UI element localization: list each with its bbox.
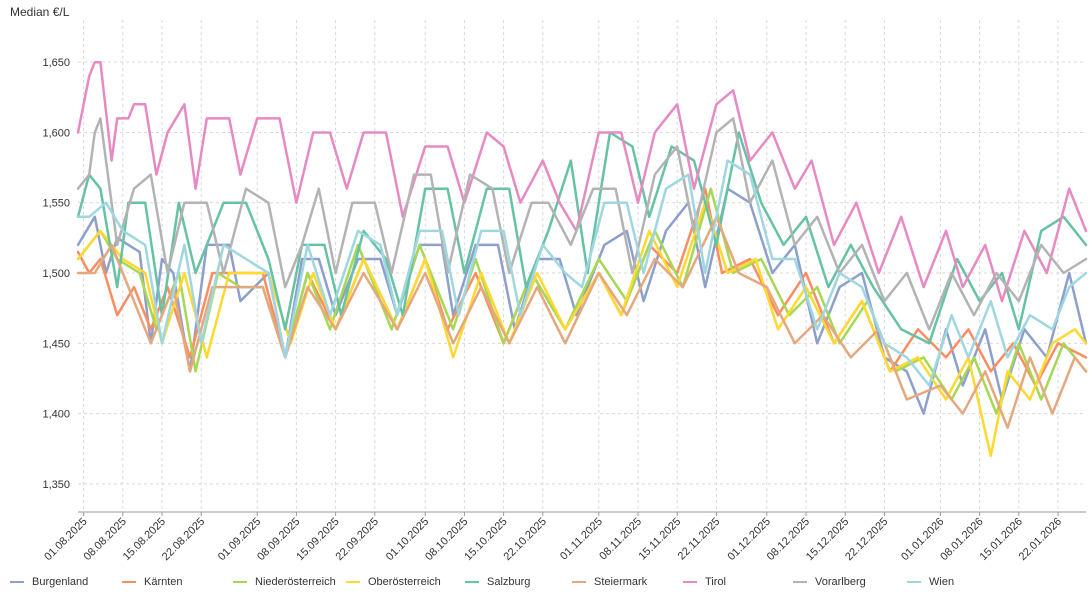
x-tick-label: 22.10.2025 xyxy=(502,516,549,563)
legend-label: Wien xyxy=(929,576,955,588)
series-line-wien xyxy=(76,159,1088,387)
legend-label: Oberösterreich xyxy=(368,576,441,588)
x-axis: 01.08.202508.08.202515.08.202522.08.2025… xyxy=(42,511,1086,563)
legend-swatch xyxy=(122,581,136,583)
series-line-vorarlberg xyxy=(76,117,1088,331)
y-tick-label: 1,350 xyxy=(42,479,70,491)
series-line-tirol xyxy=(76,60,1088,303)
legend-item[interactable]: Kärnten xyxy=(122,570,183,594)
y-tick-label: 1,550 xyxy=(42,198,70,210)
legend-swatch xyxy=(907,581,921,583)
y-tick-label: 1,600 xyxy=(42,127,70,139)
legend-item[interactable]: Vorarlberg xyxy=(793,570,866,594)
series-line-steiermark xyxy=(76,215,1088,429)
legend-label: Kärnten xyxy=(144,576,183,588)
legend-label: Steiermark xyxy=(594,576,648,588)
x-tick-label: 22.11.2025 xyxy=(676,516,723,563)
x-tick-label: 22.01.2026 xyxy=(1017,516,1064,563)
legend-swatch xyxy=(793,581,807,583)
legend-item[interactable]: Salzburg xyxy=(465,570,530,594)
legend: Burgenland Kärnten Niederösterreich Oberöst… xyxy=(0,570,1092,594)
legend-swatch xyxy=(233,581,247,583)
legend-item[interactable]: Oberösterreich xyxy=(346,570,441,594)
legend-swatch xyxy=(572,581,586,583)
legend-item[interactable]: Burgenland xyxy=(10,570,88,594)
y-axis-title: Median €/L xyxy=(10,5,70,19)
legend-swatch xyxy=(10,581,24,583)
x-tick-label: 22.09.2025 xyxy=(334,516,381,563)
y-tick-label: 1,400 xyxy=(42,409,70,421)
legend-label: Niederösterreich xyxy=(255,576,336,588)
series-line-salzburg xyxy=(76,131,1088,345)
legend-item[interactable]: Niederösterreich xyxy=(233,570,336,594)
legend-item[interactable]: Steiermark xyxy=(572,570,647,594)
legend-swatch xyxy=(346,581,360,583)
legend-swatch xyxy=(465,581,479,583)
y-tick-label: 1,500 xyxy=(42,268,70,280)
x-tick-label: 22.08.2025 xyxy=(160,516,207,563)
y-tick-label: 1,450 xyxy=(42,338,70,350)
legend-item[interactable]: Wien xyxy=(907,570,954,594)
legend-label: Tirol xyxy=(705,576,726,588)
legend-label: Burgenland xyxy=(32,576,89,588)
grid xyxy=(78,20,1086,512)
series-lines xyxy=(76,60,1088,458)
legend-label: Salzburg xyxy=(487,576,531,588)
y-tick-label: 1,650 xyxy=(42,57,70,69)
legend-swatch xyxy=(683,581,697,583)
y-axis: 1,350 1,400 1,450 1,500 1,550 1,600 1,650 xyxy=(42,57,70,491)
x-tick-label: 22.12.2025 xyxy=(843,516,890,563)
legend-item[interactable]: Tirol xyxy=(683,570,726,594)
legend-label: Vorarlberg xyxy=(815,576,866,588)
